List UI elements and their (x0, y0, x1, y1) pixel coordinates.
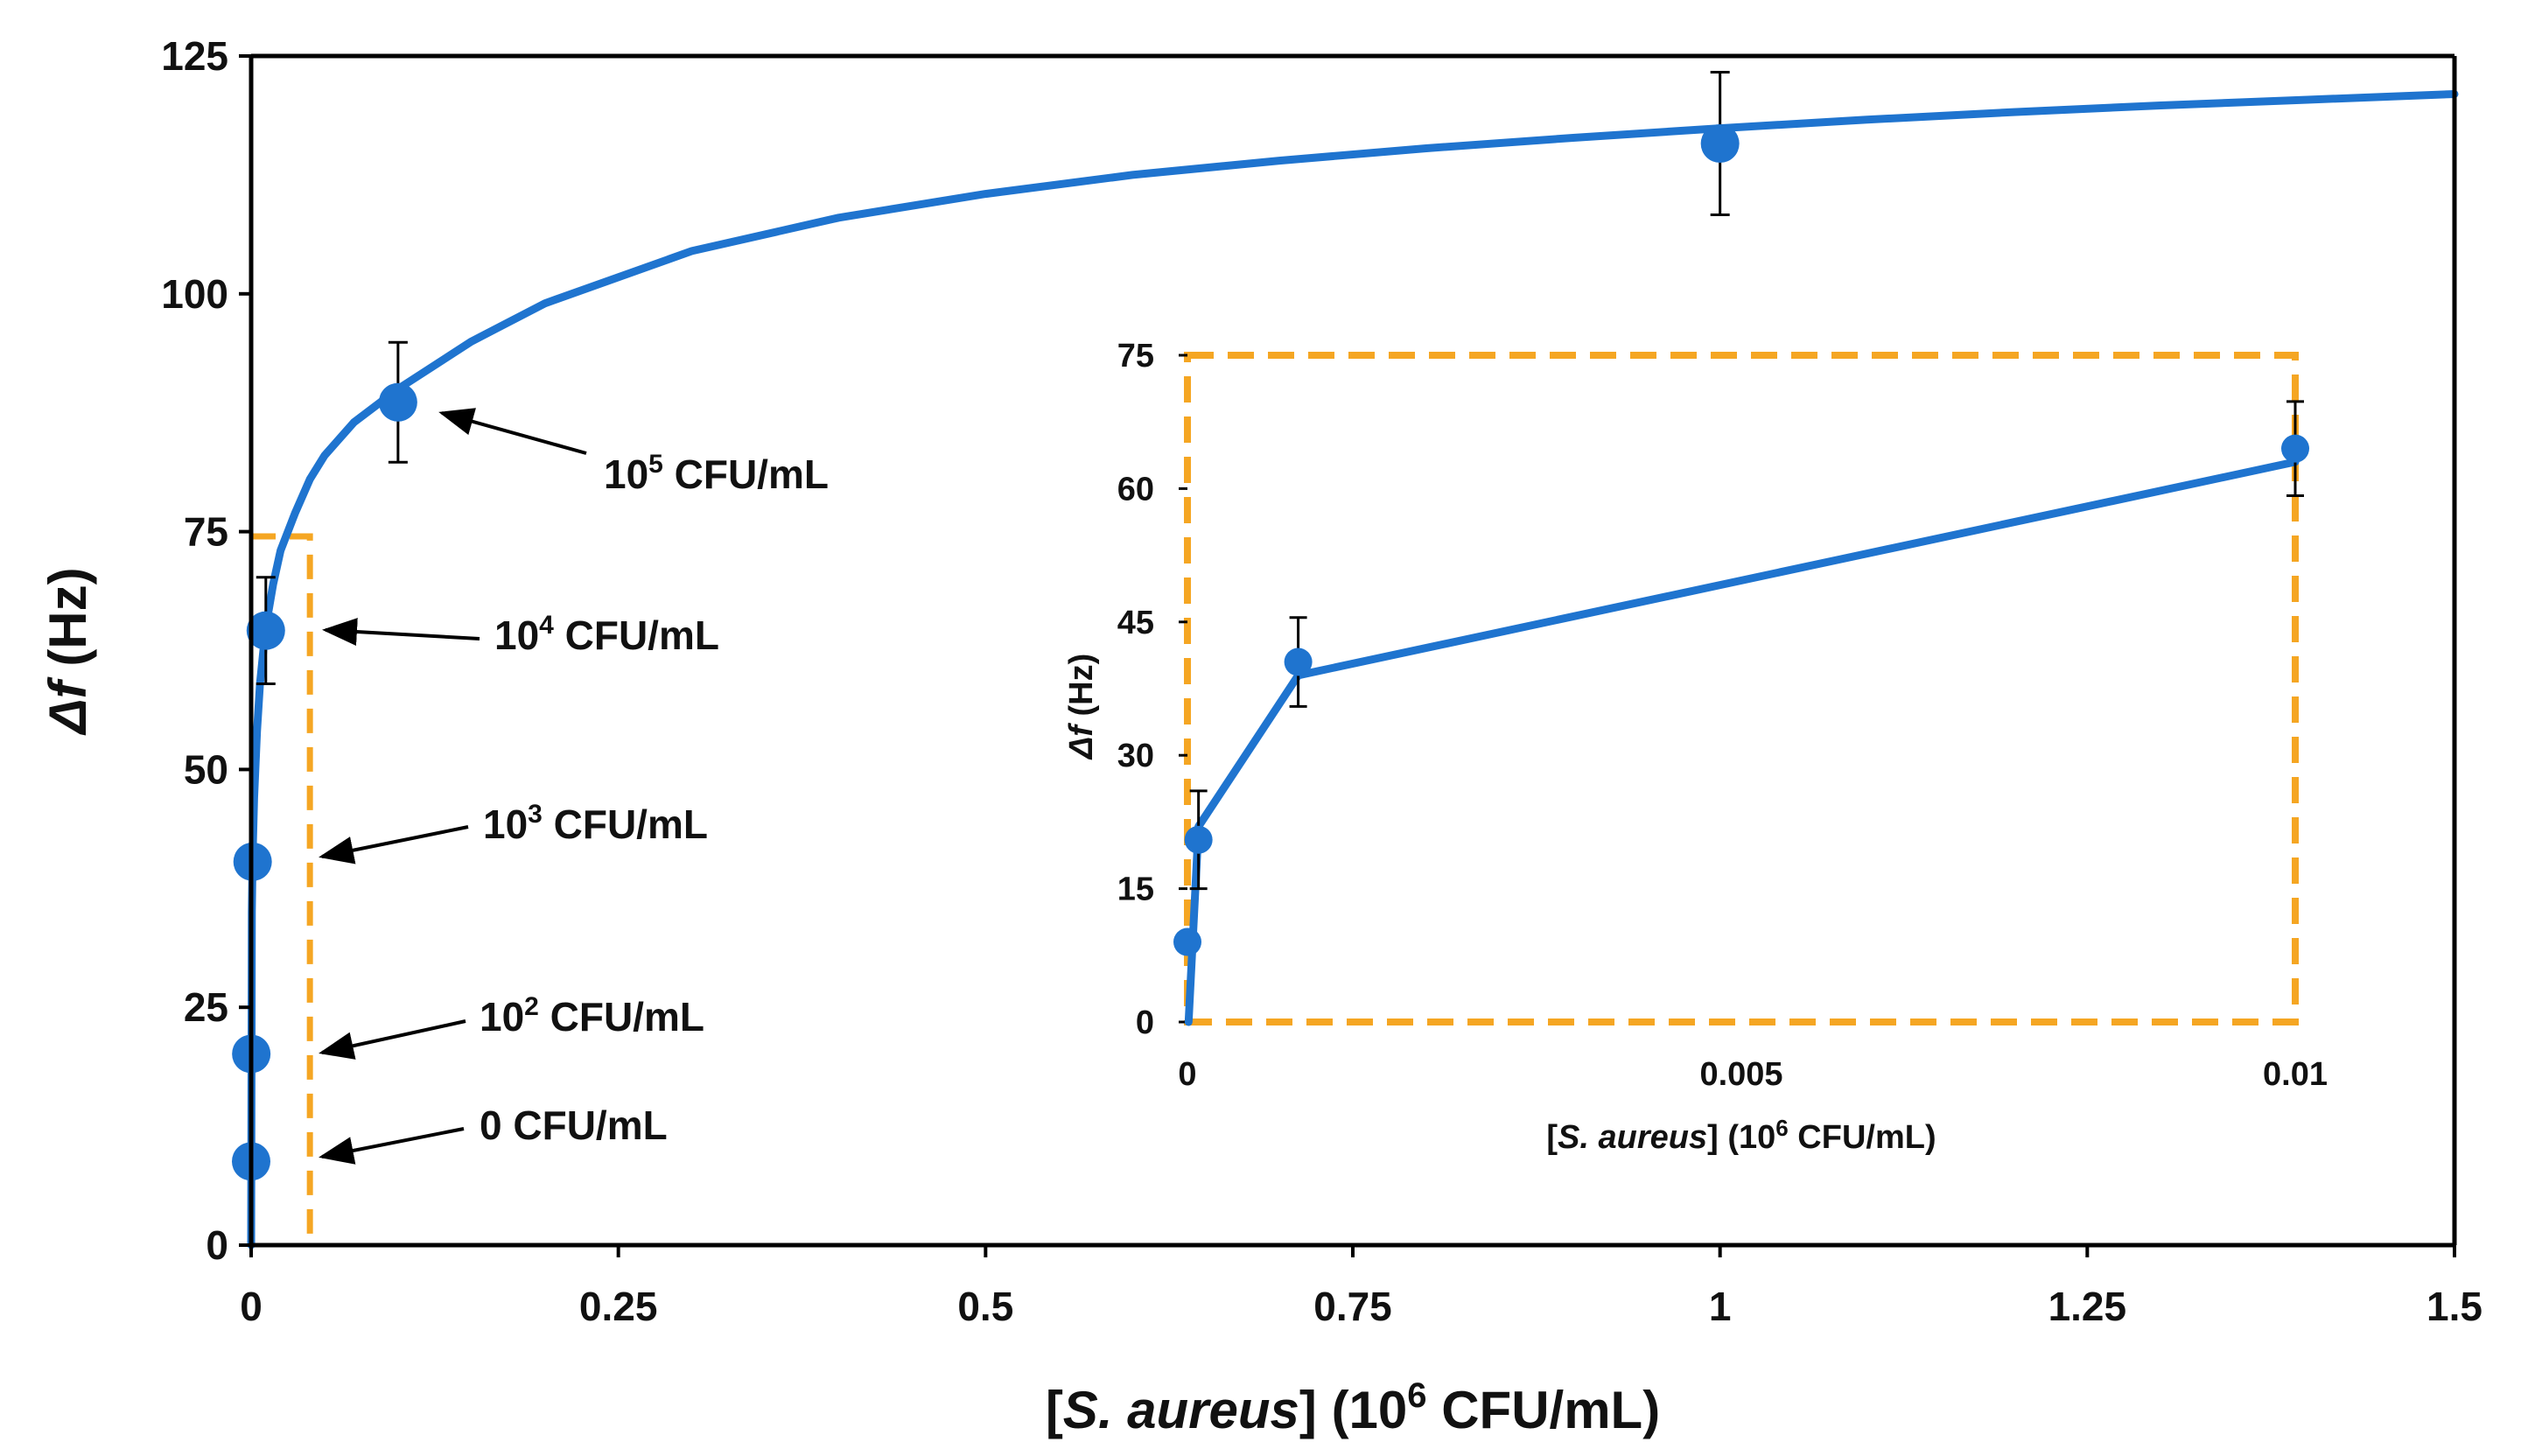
inset-x-tick-label: 0 (1178, 1056, 1196, 1093)
y-tick-label: 50 (184, 746, 228, 792)
inset-data-point (1284, 648, 1313, 676)
annotation-arrow (438, 408, 587, 455)
x-axis-title: [S. aureus] (106 CFU/mL) (1046, 1376, 1660, 1439)
x-tick-label: 1 (1709, 1284, 1732, 1329)
y-axis-title: Δf (Hz) (39, 567, 97, 735)
inset-y-axis-title-symbol: Δf (1063, 723, 1100, 761)
inset-fit-curve (1184, 458, 2300, 1026)
inset-x-axis-title-open: [ (1546, 1119, 1558, 1156)
annotation-label: 0 CFU/mL (480, 1102, 668, 1148)
inset-y-axis-title: Δf (Hz) (1063, 654, 1100, 760)
inset-chart: 0 15 30 45 60 75 0 0.005 0.01 [S. aureus] (106 CF… (1063, 338, 2328, 1156)
inset-x-axis-title-tail: CFU/mL) (1789, 1119, 1936, 1156)
x-axis-title-unit: ] (10 (1299, 1381, 1407, 1439)
annotation-label: 104 CFU/mL (494, 611, 719, 658)
annotation-base: 10 (604, 452, 648, 497)
x-tick-label: 1.25 (2048, 1284, 2127, 1329)
y-tick-label: 75 (184, 509, 228, 555)
inset-y-tick-label: 75 (1117, 338, 1154, 374)
annotation-unit: CFU/mL (663, 452, 829, 497)
y-axis-title-symbol: Δf (39, 676, 97, 735)
inset-x-axis-title-exponent: 6 (1775, 1115, 1788, 1141)
y-axis-title-unit: (Hz) (39, 567, 97, 681)
annotation-label: 105 CFU/mL (604, 450, 829, 497)
inset-x-axis-title: [S. aureus] (106 CFU/mL) (1546, 1115, 1936, 1156)
annotation-base: 10 (483, 802, 528, 847)
annotation-base: 0 (480, 1102, 502, 1148)
annotation-unit: CFU/mL (539, 994, 704, 1040)
annotation-label: 102 CFU/mL (480, 992, 704, 1040)
y-tick-label: 0 (206, 1222, 228, 1268)
fit-curve (247, 90, 2459, 1250)
annotation-exponent: 5 (648, 450, 663, 479)
annotation-unit: CFU/mL (543, 802, 708, 847)
annotation-arrow (319, 825, 469, 864)
annotation-unit: CFU/mL (554, 612, 719, 658)
inset-background (1182, 350, 2300, 1027)
inset-y-tick-label: 30 (1117, 738, 1154, 774)
inset-x-axis-title-unit: ] (10 (1707, 1119, 1775, 1156)
x-tick-label: 0 (240, 1284, 263, 1329)
inset-data-point (1184, 825, 1213, 854)
inset-x-tick-label: 0.01 (2263, 1056, 2328, 1093)
annotation-unit: CFU/mL (502, 1102, 668, 1148)
annotation-arrow (319, 1127, 465, 1165)
data-point (1700, 124, 1740, 164)
y-tick-label: 100 (161, 271, 228, 317)
inset-x-axis-title-species: S. aureus (1558, 1119, 1707, 1156)
annotation-arrow (319, 1019, 466, 1060)
x-tick-label: 1.5 (2426, 1284, 2482, 1329)
inset-y-tick-label: 60 (1117, 471, 1154, 508)
annotation-exponent: 4 (539, 611, 554, 640)
annotation-exponent: 3 (528, 800, 543, 829)
inset-y-tick-label: 45 (1117, 605, 1154, 641)
x-axis-title-exponent: 6 (1407, 1376, 1426, 1415)
annotation-exponent: 2 (524, 992, 539, 1021)
data-point (378, 382, 417, 422)
annotation-label: 103 CFU/mL (483, 800, 708, 847)
inset-y-tick-label: 0 (1136, 1004, 1154, 1041)
annotation-base: 10 (494, 612, 539, 658)
data-point (246, 611, 285, 650)
inset-y-tick-label: 15 (1117, 872, 1154, 908)
inset-y-axis-title-unit: (Hz) (1063, 654, 1100, 725)
annotation-arrow (322, 618, 480, 647)
x-tick-label: 0.5 (957, 1284, 1013, 1329)
x-tick-label: 0.25 (579, 1284, 658, 1329)
inset-data-point (2281, 434, 2309, 463)
inset-data-point (1173, 928, 1201, 956)
highlight-box (251, 533, 313, 1245)
x-tick-label: 0.75 (1313, 1284, 1392, 1329)
inset-x-tick-label: 0.005 (1699, 1056, 1782, 1093)
y-tick-label: 25 (184, 984, 228, 1030)
y-tick-label: 125 (161, 33, 228, 79)
x-axis-title-tail: CFU/mL) (1427, 1381, 1661, 1439)
x-axis-title-open: [ (1046, 1381, 1063, 1439)
x-axis-title-species: S. aureus (1063, 1381, 1299, 1439)
annotation-base: 10 (480, 994, 524, 1040)
